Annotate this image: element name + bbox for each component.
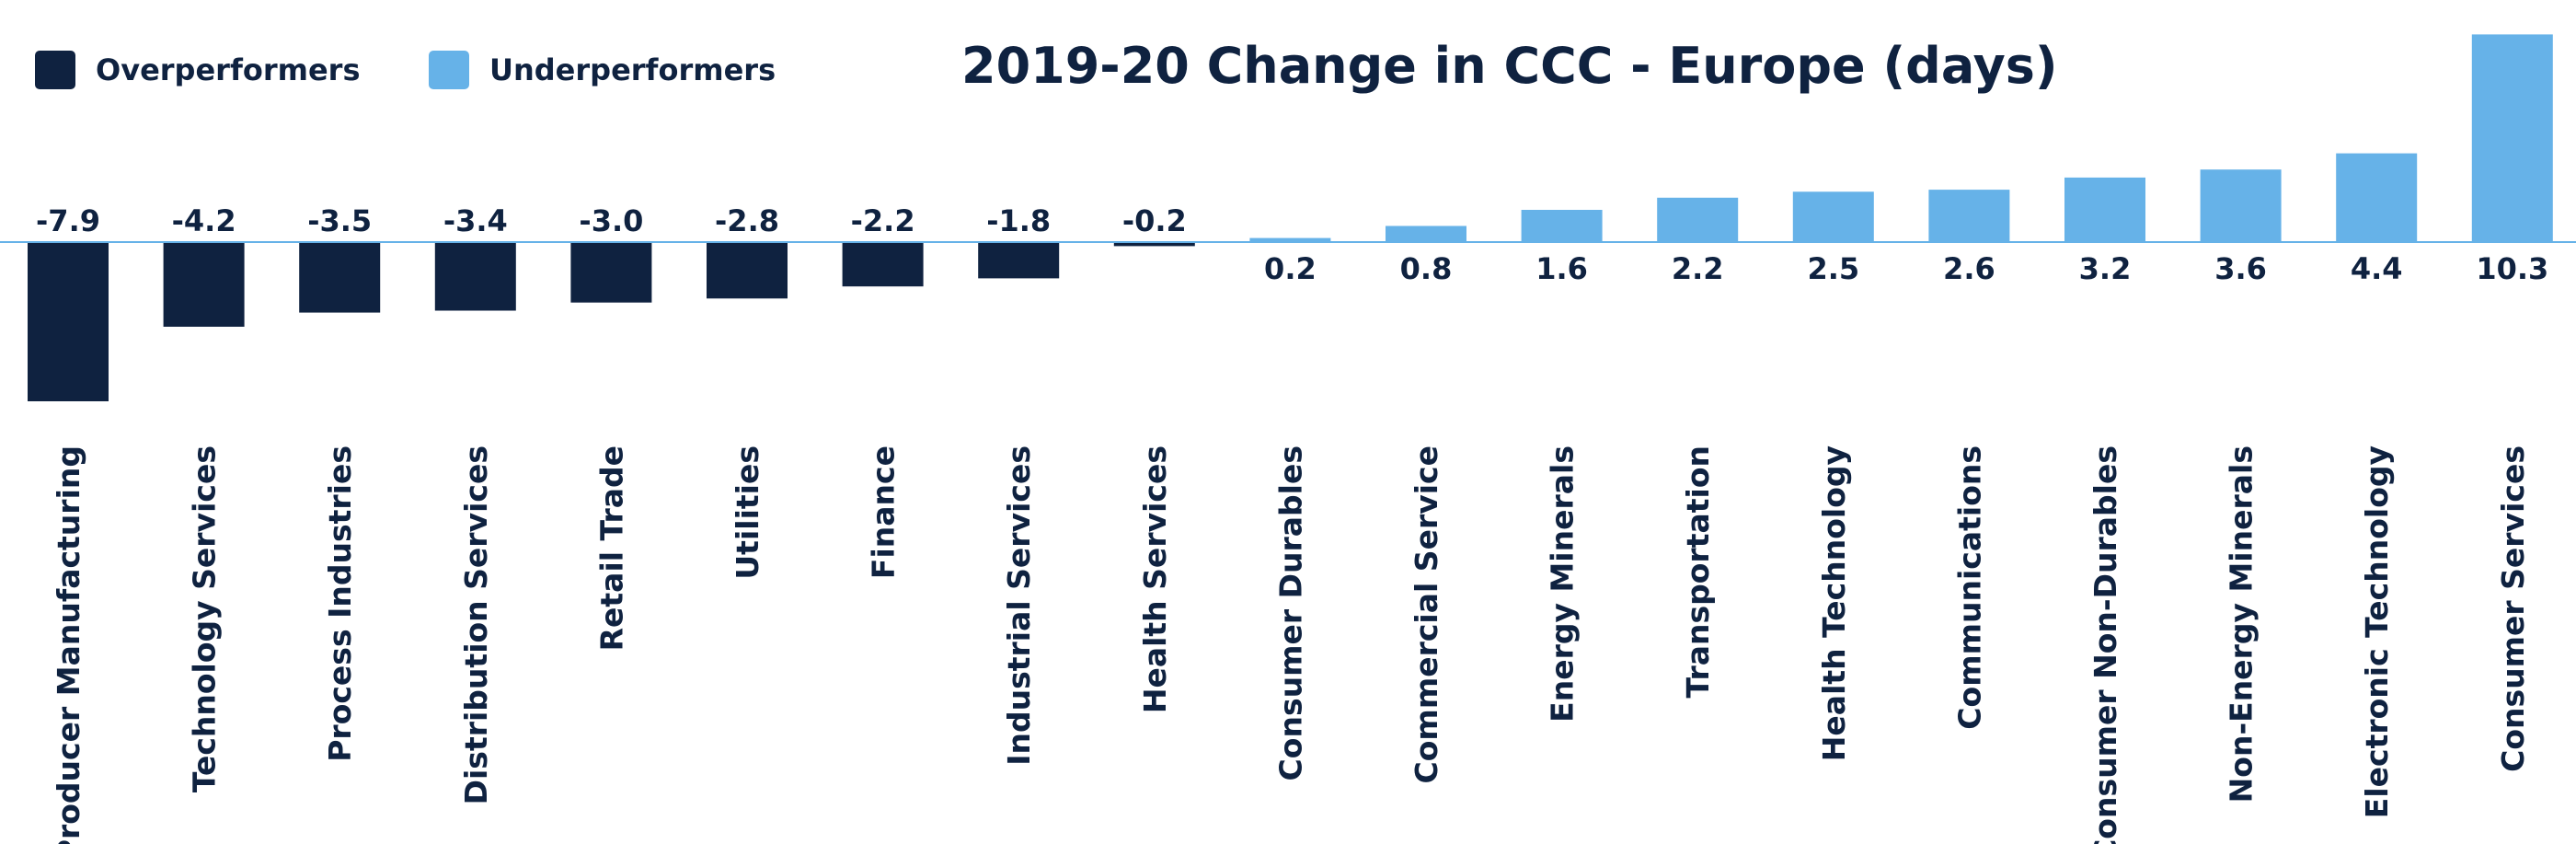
- category-label: Health Services: [1137, 445, 1173, 713]
- category-label: Health Technology: [1816, 445, 1852, 761]
- bar: [2336, 153, 2418, 242]
- legend-label-overperformers: Overperformers: [96, 52, 361, 87]
- category-label: Non-Energy Minerals: [2224, 445, 2260, 803]
- category-label: Retail Trade: [593, 445, 629, 651]
- category-labels-group: Producer Manufacturing Technology Service…: [51, 445, 2531, 844]
- bar: [434, 242, 516, 311]
- category-label: Distribution Services: [458, 445, 494, 804]
- bar: [1792, 191, 1874, 243]
- bar: [163, 242, 245, 327]
- category-label: Consumer Non-Durables: [2087, 445, 2123, 844]
- data-label: 2.2: [1672, 251, 1724, 286]
- value-labels-group: -7.9 -4.2 -3.5 -3.4 -3.0 -2.8 -2.2 -1.8 -0.2 0.2 0…: [36, 203, 2548, 286]
- category-label: Commercial Service: [1409, 445, 1444, 783]
- data-label: -7.9: [36, 203, 100, 238]
- category-label: Transportation: [1680, 445, 1716, 698]
- category-label: Industrial Services: [1001, 445, 1037, 766]
- legend-label-underperformers: Underperformers: [489, 52, 776, 87]
- data-label: -3.5: [307, 203, 372, 238]
- data-label: 0.2: [1264, 251, 1317, 286]
- bar: [1249, 237, 1331, 242]
- bar: [1113, 242, 1195, 247]
- bar: [2064, 177, 2145, 242]
- data-label: 2.5: [1807, 251, 1859, 286]
- bar: [1521, 210, 1603, 242]
- bar: [1657, 197, 1739, 242]
- data-label: 0.8: [1400, 251, 1453, 286]
- bar: [707, 242, 788, 299]
- category-label: Energy Minerals: [1545, 445, 1581, 723]
- category-label: Producer Manufacturing: [51, 445, 86, 844]
- data-label: -1.8: [986, 203, 1051, 238]
- category-label: Consumer Durables: [1272, 445, 1308, 780]
- legend-swatch-underperformers: [429, 51, 469, 89]
- category-label: Communications: [1951, 445, 1987, 730]
- bar: [1386, 225, 1466, 242]
- category-label: Electronic Technology: [2359, 445, 2395, 818]
- data-label: -3.0: [579, 203, 643, 238]
- category-label: Process Industries: [322, 445, 358, 762]
- data-label: -2.2: [851, 203, 915, 238]
- bar: [978, 242, 1060, 279]
- data-label: -3.4: [443, 203, 508, 238]
- bar: [1928, 190, 2010, 242]
- data-label: 3.2: [2079, 251, 2132, 286]
- bars-group: [28, 34, 2553, 401]
- bar: [299, 242, 381, 313]
- bar: [570, 242, 652, 303]
- category-label: Technology Services: [187, 445, 223, 792]
- data-label: 10.3: [2476, 251, 2548, 286]
- data-label: 3.6: [2214, 251, 2267, 286]
- legend: Overperformers Underperformers: [35, 51, 776, 89]
- data-label: 4.4: [2351, 251, 2403, 286]
- data-label: -0.2: [1122, 203, 1187, 238]
- chart-title: 2019-20 Change in CCC - Europe (days): [961, 37, 2058, 95]
- category-label: Finance: [866, 445, 902, 579]
- category-label: Utilities: [730, 445, 765, 580]
- data-label: 2.6: [1943, 251, 1995, 286]
- data-label: -2.8: [715, 203, 779, 238]
- bar: [2200, 169, 2282, 242]
- category-label: Consumer Services: [2495, 445, 2531, 772]
- legend-swatch-overperformers: [35, 51, 75, 89]
- bar: [28, 242, 109, 401]
- data-label: -4.2: [172, 203, 236, 238]
- bar: [842, 242, 924, 287]
- bar: [2471, 34, 2553, 243]
- data-label: 1.6: [1535, 251, 1588, 286]
